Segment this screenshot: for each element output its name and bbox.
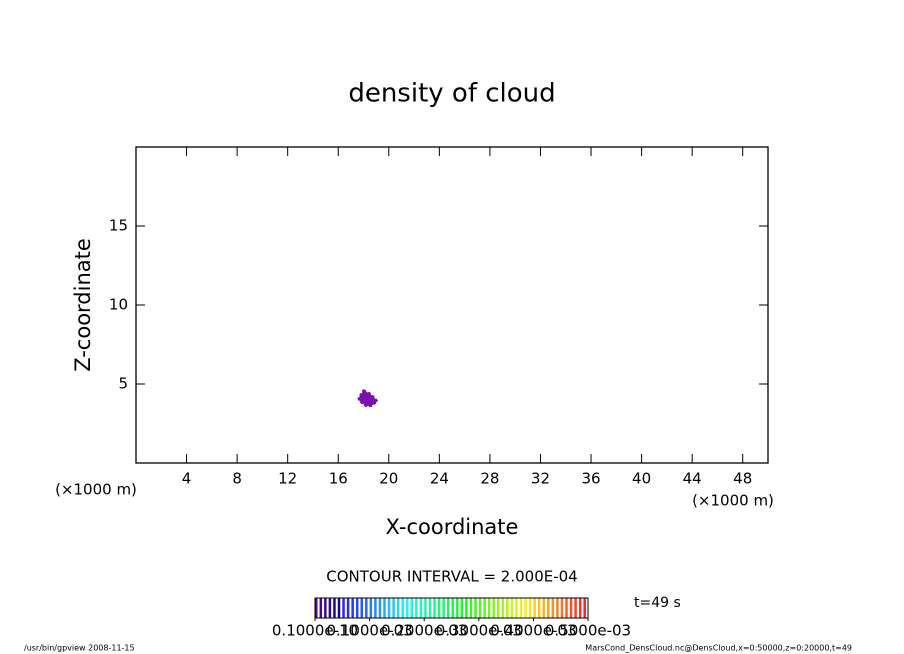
footer-left: /usr/bin/gpview 2008-11-15 [24,644,135,653]
colorbar-stripe [437,598,441,618]
y-tick-label: 15 [109,217,128,235]
colorbar-stripe [542,598,546,618]
colorbar-stripe [474,598,477,618]
colorbar-stripe [378,598,382,618]
colorbar-stripe [515,598,518,618]
colorbar-stripe [433,598,436,618]
x-tick-label: 8 [232,470,242,488]
colorbar-stripe [528,598,532,618]
colorbar-stripe [346,598,350,618]
plot-frame [135,146,769,464]
colorbar-stripe [428,598,432,618]
colorbar-stripe [451,598,455,618]
colorbar-stripe [419,598,423,618]
x-tick-label: 4 [182,470,192,488]
colorbar-stripe [401,598,404,618]
colorbar-stripe [351,598,354,618]
contour-interval: CONTOUR INTERVAL = 2.000E-04 [326,568,577,586]
y-tick-label: 5 [118,375,128,393]
colorbar-stripe [456,598,459,618]
colorbar-stripe [569,598,573,618]
time-label: t=49 s [634,595,681,611]
colorbar-stripe [333,598,336,618]
colorbar-stripe [560,598,564,618]
colorbar-tick-label: 0.4000e-03 [490,622,576,640]
colorbar-tick-label: 0.3000e-03 [436,622,522,640]
colorbar-stripe [442,598,445,618]
colorbar-stripe [547,598,550,618]
colorbar-stripe [328,598,332,618]
colorbar-stripe [355,598,359,618]
colorbar-stripe [506,598,509,618]
colorbar-stripe [583,598,586,618]
x-tick-label: 24 [430,470,449,488]
colorbar-stripe [478,598,482,618]
colorbar-stripe [369,598,373,618]
colorbar-stripe [460,598,464,618]
x-tick-label: 36 [581,470,600,488]
x-tick-label: 28 [480,470,499,488]
colorbar-stripe [574,598,577,618]
colorbar-stripe [487,598,491,618]
x-tick-label: 48 [733,470,752,488]
x-tick-label: 12 [278,470,297,488]
x-tick-label: 20 [379,470,398,488]
x-unit: (×1000 m) [55,481,137,499]
colorbar-stripe [374,598,377,618]
y-tick-label: 10 [109,296,128,314]
x-unit: (×1000 m) [692,492,774,510]
colorbar-stripe [501,598,505,618]
colorbar-tick-label: 0.2000e-03 [381,622,467,640]
colorbar-stripe [510,598,514,618]
colorbar-stripe [315,598,318,618]
colorbar-frame [314,597,589,619]
footer-right: MarsCond_DensCloud.nc@DensCloud,x=0:5000… [585,644,852,653]
colorbar-stripe [324,598,327,618]
colorbar-stripe [519,598,523,618]
colorbar-stripe [533,598,536,618]
colorbar-stripe [337,598,341,618]
colorbar-stripe [387,598,391,618]
colorbar-stripe [492,598,495,618]
x-tick-label: 44 [683,470,702,488]
y-axis-label: Z-coordinate [71,238,95,372]
contour-region [357,389,379,408]
colorbar-stripe [424,598,427,618]
colorbar-stripe [565,598,568,618]
colorbar-stripe [483,598,486,618]
colorbar-stripe [415,598,418,618]
colorbar-stripe [578,598,582,618]
colorbar-stripe [342,598,345,618]
x-tick-label: 16 [329,470,348,488]
colorbar-stripe [406,598,409,618]
x-axis-label: X-coordinate [386,515,519,539]
colorbar-stripe [524,598,527,618]
chart-title: density of cloud [348,79,555,109]
colorbar-stripe [360,598,364,618]
colorbar-stripe [396,598,400,618]
colorbar-stripe [319,598,323,618]
x-tick-label: 40 [632,470,651,488]
colorbar-tick-label: 0.5000e-03 [545,622,631,640]
colorbar-stripe [537,598,541,618]
colorbar-tick-label: 0.1000e-10 [272,622,358,640]
colorbar-stripe [383,598,386,618]
colorbar-stripe [469,598,473,618]
colorbar-stripe [410,598,414,618]
colorbar-stripe [497,598,500,618]
colorbar-stripe [392,598,395,618]
colorbar-stripe [465,598,468,618]
colorbar-stripe [365,598,368,618]
colorbar-stripe [446,598,450,618]
colorbar-stripe [551,598,555,618]
colorbar-stripe [556,598,559,618]
x-tick-label: 32 [531,470,550,488]
colorbar-tick-label: 0.1000e-03 [326,622,412,640]
